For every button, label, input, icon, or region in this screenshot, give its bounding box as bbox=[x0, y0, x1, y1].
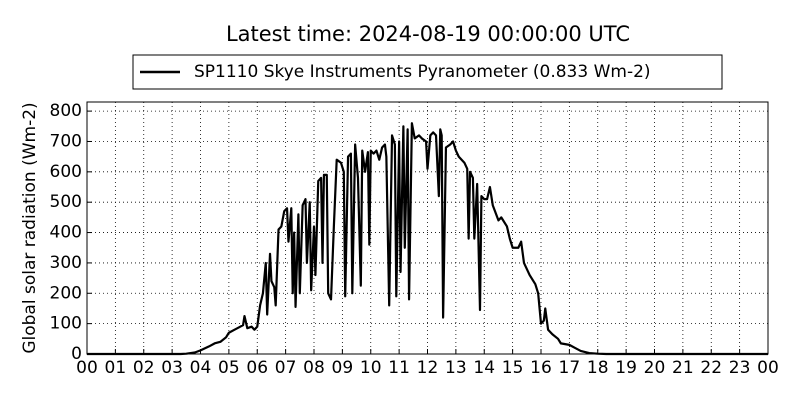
x-tick-label: 08 bbox=[303, 358, 325, 378]
chart-title: Latest time: 2024-08-19 00:00:00 UTC bbox=[226, 22, 630, 46]
y-tick-label: 0 bbox=[71, 344, 82, 364]
y-tick-label: 500 bbox=[50, 192, 82, 212]
x-tick-label: 18 bbox=[587, 358, 609, 378]
x-tick-label: 19 bbox=[615, 358, 637, 378]
y-axis-label: Global solar radiation (Wm-2) bbox=[20, 102, 40, 353]
x-tick-label: 13 bbox=[445, 358, 467, 378]
x-tick-label: 06 bbox=[246, 358, 268, 378]
x-tick-label: 00 bbox=[757, 358, 779, 378]
x-tick-label: 12 bbox=[417, 358, 439, 378]
plot-frame bbox=[86, 101, 769, 355]
data-line bbox=[87, 122, 768, 356]
x-tick-label: 02 bbox=[133, 358, 155, 378]
x-tick-label: 23 bbox=[729, 358, 751, 378]
x-tick-label: 03 bbox=[161, 358, 183, 378]
x-tick-label: 01 bbox=[105, 358, 127, 378]
x-tick-label: 17 bbox=[559, 358, 581, 378]
legend-box bbox=[132, 54, 723, 90]
y-tick-label: 800 bbox=[50, 101, 82, 121]
x-tick-label: 22 bbox=[700, 358, 722, 378]
x-tick-label: 21 bbox=[672, 358, 694, 378]
x-tick-label: 04 bbox=[190, 358, 212, 378]
x-tick-label: 10 bbox=[360, 358, 382, 378]
y-tick-label: 100 bbox=[50, 314, 82, 334]
x-tick-label: 20 bbox=[644, 358, 666, 378]
x-tick-label: 09 bbox=[332, 358, 354, 378]
y-tick-label: 700 bbox=[50, 131, 82, 151]
x-tick-label: 15 bbox=[502, 358, 524, 378]
x-tick-label: 11 bbox=[388, 358, 410, 378]
y-tick-label: 400 bbox=[50, 223, 82, 243]
x-tick-label: 16 bbox=[530, 358, 552, 378]
x-tick-label: 00 bbox=[76, 358, 98, 378]
y-tick-label: 200 bbox=[50, 283, 82, 303]
y-tick-label: 300 bbox=[50, 253, 82, 273]
legend-label: SP1110 Skye Instruments Pyranometer (0.8… bbox=[194, 62, 651, 82]
x-tick-label: 07 bbox=[275, 358, 297, 378]
x-tick-label: 14 bbox=[473, 358, 495, 378]
y-tick-label: 600 bbox=[50, 162, 82, 182]
x-tick-label: 05 bbox=[218, 358, 240, 378]
